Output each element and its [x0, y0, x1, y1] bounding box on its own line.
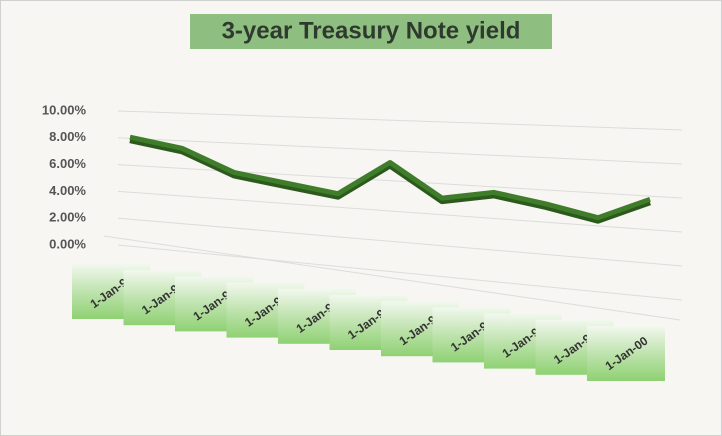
grid-line: [117, 190, 683, 233]
category-box: [587, 326, 665, 381]
y-tick-label: 8.00%: [49, 129, 86, 144]
grid-line: [117, 217, 683, 267]
y-tick-label: 2.00%: [49, 210, 86, 225]
title-box: [190, 14, 552, 49]
chart-title: 3-year Treasury Note yield: [222, 17, 521, 44]
y-tick-label: 6.00%: [49, 156, 86, 171]
y-tick-label: 4.00%: [49, 183, 86, 198]
line: [129, 134, 651, 221]
grid-line: [117, 137, 683, 165]
grid-line: [117, 244, 683, 301]
floor-edge: [103, 235, 681, 321]
grid-line: [117, 164, 683, 199]
grid-line: [117, 110, 683, 131]
plot: 0.00%2.00%4.00%6.00%8.00%10.00%1-Jan-90 1…: [42, 102, 683, 381]
y-tick-label: 0.00%: [49, 236, 86, 251]
y-tick-label: 10.00%: [42, 102, 87, 117]
